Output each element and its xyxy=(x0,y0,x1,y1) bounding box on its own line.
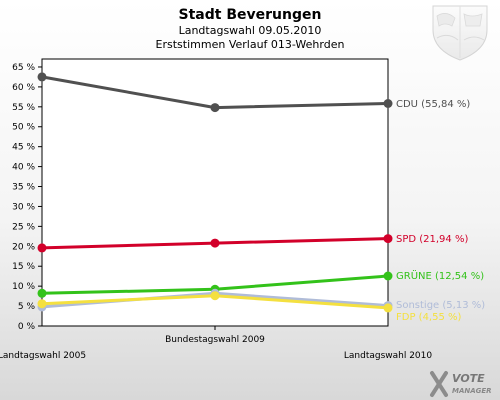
x-tick-label: Landtagswahl 2010 xyxy=(344,351,433,361)
series-point xyxy=(383,99,393,108)
series-point xyxy=(210,291,220,301)
y-tick-label: 60 % xyxy=(12,83,35,93)
series-point xyxy=(383,303,393,313)
y-tick-label: 25 % xyxy=(12,222,35,232)
y-tick-label: 45 % xyxy=(12,143,35,153)
chart-subtitle-election: Landtagswahl 09.05.2010 xyxy=(179,24,322,37)
logo-manager-text: MANAGER xyxy=(452,387,492,395)
x-tick-label: Bundestagswahl 2009 xyxy=(165,335,265,345)
y-tick-label: 50 % xyxy=(12,123,35,133)
series-end-label: SPD (21,94 %) xyxy=(396,234,468,245)
series-point xyxy=(383,271,393,281)
y-tick-label: 15 % xyxy=(12,262,35,272)
series-end-labels: CDU (55,84 %) SPD (21,94 %) GRÜNE (12,54 %… xyxy=(396,99,485,323)
series-point xyxy=(37,299,47,309)
series-point xyxy=(37,243,47,253)
series-point xyxy=(37,72,47,82)
y-tick-label: 20 % xyxy=(12,242,35,252)
series-lines xyxy=(37,72,393,313)
series-end-label: FDP (4,55 %) xyxy=(396,312,462,323)
series-end-label: CDU (55,84 %) xyxy=(396,99,470,110)
y-tick-label: 35 % xyxy=(12,183,35,193)
y-tick-label: 65 % xyxy=(12,63,35,73)
series-end-label: GRÜNE (12,54 %) xyxy=(396,269,484,282)
series-end-label: Sonstige (5,13 %) xyxy=(396,300,485,311)
series-point xyxy=(37,288,47,298)
coat-of-arms-icon xyxy=(432,5,488,61)
y-tick-label: 40 % xyxy=(12,163,35,173)
series-point xyxy=(210,238,220,248)
logo-vote-text: VOTE xyxy=(452,372,485,385)
x-tick-label: Landtagswahl 2005 xyxy=(0,351,86,361)
vote-x-icon xyxy=(430,371,448,397)
series-point xyxy=(210,103,220,113)
y-tick-label: 0 % xyxy=(18,322,36,332)
chart-title: Stadt Beverungen xyxy=(179,7,322,23)
y-tick-label: 5 % xyxy=(18,302,36,312)
chart-subtitle-district: Erststimmen Verlauf 013-Wehrden xyxy=(156,38,345,51)
x-axis: Landtagswahl 2005 Bundestagswahl 2009 Land… xyxy=(0,335,432,361)
y-tick-label: 55 % xyxy=(12,103,35,113)
y-tick-label: 30 % xyxy=(12,202,35,212)
vote-manager-logo: VOTE MANAGER xyxy=(430,371,492,397)
y-tick-label: 10 % xyxy=(12,282,35,292)
series-point xyxy=(383,234,393,244)
y-axis: 0 % 5 % 10 % 15 % 20 % 25 % 30 % 35 % 40 % 45 % 50… xyxy=(12,63,42,332)
